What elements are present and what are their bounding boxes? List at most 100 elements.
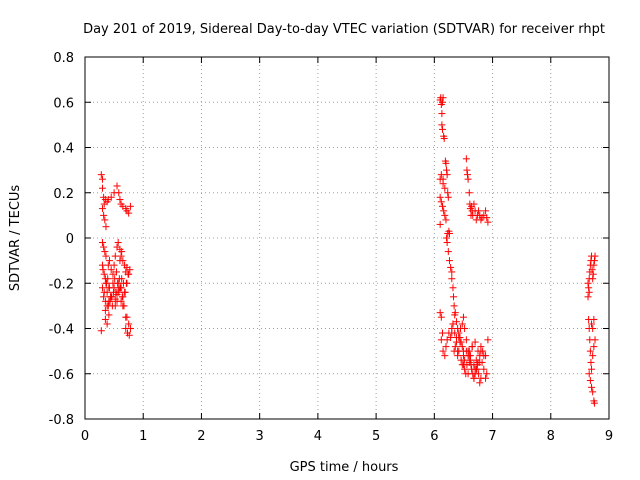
- data-point-marker: [126, 202, 134, 210]
- y-axis-ticks: -0.8 -0.6 -0.4 -0.2 0 0.2 0.4 0.6 0.8: [49, 51, 609, 428]
- data-point-marker: [445, 229, 453, 237]
- data-point-marker: [111, 302, 119, 310]
- data-point-marker: [116, 196, 124, 204]
- data-point-marker: [483, 370, 491, 378]
- data-point-marker: [114, 279, 122, 287]
- data-point-marker: [436, 193, 444, 201]
- data-point-marker: [436, 309, 444, 317]
- data-point-marker: [110, 284, 118, 292]
- data-point-marker: [115, 286, 123, 294]
- data-point-marker: [588, 365, 596, 373]
- data-point-marker: [590, 343, 598, 351]
- data-point-marker: [103, 320, 111, 328]
- chart-title: Day 201 of 2019, Sidereal Day-to-day VTE…: [83, 22, 605, 37]
- data-point-marker: [586, 377, 594, 385]
- data-point-marker: [98, 205, 106, 213]
- x-tick-label: 3: [256, 429, 264, 444]
- x-tick-label: 9: [605, 429, 613, 444]
- data-point-marker: [468, 343, 476, 351]
- data-point-marker: [107, 293, 115, 301]
- data-point-marker: [125, 320, 133, 328]
- data-point-marker: [110, 261, 118, 269]
- data-point-marker: [100, 211, 108, 219]
- data-point-marker: [102, 223, 110, 231]
- data-point-marker: [465, 352, 473, 360]
- data-point-marker: [588, 266, 596, 274]
- data-point-marker: [440, 134, 448, 142]
- data-point-marker: [475, 207, 483, 215]
- data-point-marker: [484, 218, 492, 226]
- data-point-marker: [117, 252, 125, 260]
- data-point-marker: [476, 379, 484, 387]
- x-tick-label: 7: [488, 429, 496, 444]
- data-point-marker: [587, 358, 595, 366]
- data-point-marker: [124, 270, 132, 278]
- data-point-marker: [115, 275, 123, 283]
- data-point-marker: [484, 336, 492, 344]
- data-point-marker: [126, 266, 134, 274]
- data-point-marker: [590, 261, 598, 269]
- data-point-marker: [442, 216, 450, 224]
- data-point-marker: [442, 343, 450, 351]
- x-tick-label: 2: [197, 429, 205, 444]
- data-point-marker: [590, 257, 598, 265]
- data-point-marker: [459, 313, 467, 321]
- x-axis-label: GPS time / hours: [290, 460, 399, 475]
- data-point-marker: [118, 293, 126, 301]
- y-tick-label: -0.2: [49, 277, 74, 292]
- data-point-marker: [438, 125, 446, 133]
- y-tick-label: -0.8: [49, 413, 74, 428]
- data-point-marker: [451, 309, 459, 317]
- data-point-marker: [438, 98, 446, 106]
- data-point-marker: [590, 315, 598, 323]
- x-tick-label: 1: [139, 429, 147, 444]
- data-point-marker: [101, 306, 109, 314]
- data-point-marker: [441, 184, 449, 192]
- data-point-marker: [457, 356, 465, 364]
- data-point-marker: [441, 352, 449, 360]
- data-point-marker: [97, 171, 105, 179]
- data-point-marker: [584, 293, 592, 301]
- data-point-marker: [444, 193, 452, 201]
- data-point-marker: [126, 325, 134, 332]
- data-point-marker: [98, 239, 106, 247]
- data-point-marker: [105, 297, 113, 305]
- data-point-marker: [101, 248, 109, 256]
- data-point-marker: [122, 279, 130, 287]
- data-point-marker: [588, 383, 596, 391]
- data-point-marker: [479, 347, 487, 355]
- data-point-marker: [437, 198, 445, 206]
- data-point-marker: [585, 288, 593, 296]
- x-tick-label: 6: [430, 429, 438, 444]
- y-tick-label: 0: [66, 232, 74, 247]
- data-point-marker: [476, 358, 484, 366]
- data-point-marker: [585, 284, 593, 292]
- data-points: [97, 94, 599, 407]
- data-point-marker: [437, 313, 445, 321]
- data-point-marker: [111, 295, 119, 303]
- data-point-marker: [436, 220, 444, 228]
- data-point-marker: [100, 293, 108, 301]
- data-point-marker: [119, 302, 127, 310]
- data-point-marker: [113, 182, 121, 190]
- data-point-marker: [443, 234, 451, 242]
- y-axis-label: SDTVAR / TECUs: [8, 185, 23, 292]
- data-point-marker: [99, 266, 107, 274]
- data-point-marker: [107, 266, 115, 274]
- data-point-marker: [114, 239, 122, 247]
- data-point-marker: [461, 325, 469, 332]
- data-point-marker: [113, 291, 121, 299]
- y-tick-label: 0.4: [53, 142, 74, 157]
- data-point-marker: [447, 263, 455, 271]
- x-tick-label: 4: [314, 429, 322, 444]
- y-tick-label: -0.4: [49, 323, 74, 338]
- data-point-marker: [105, 311, 113, 319]
- y-tick-label: 0.2: [53, 187, 74, 202]
- data-point-marker: [443, 239, 451, 247]
- y-tick-label: 0.6: [53, 96, 74, 111]
- data-point-marker: [467, 361, 475, 369]
- data-point-marker: [438, 121, 446, 129]
- data-point-marker: [101, 315, 109, 323]
- data-point-marker: [438, 202, 446, 210]
